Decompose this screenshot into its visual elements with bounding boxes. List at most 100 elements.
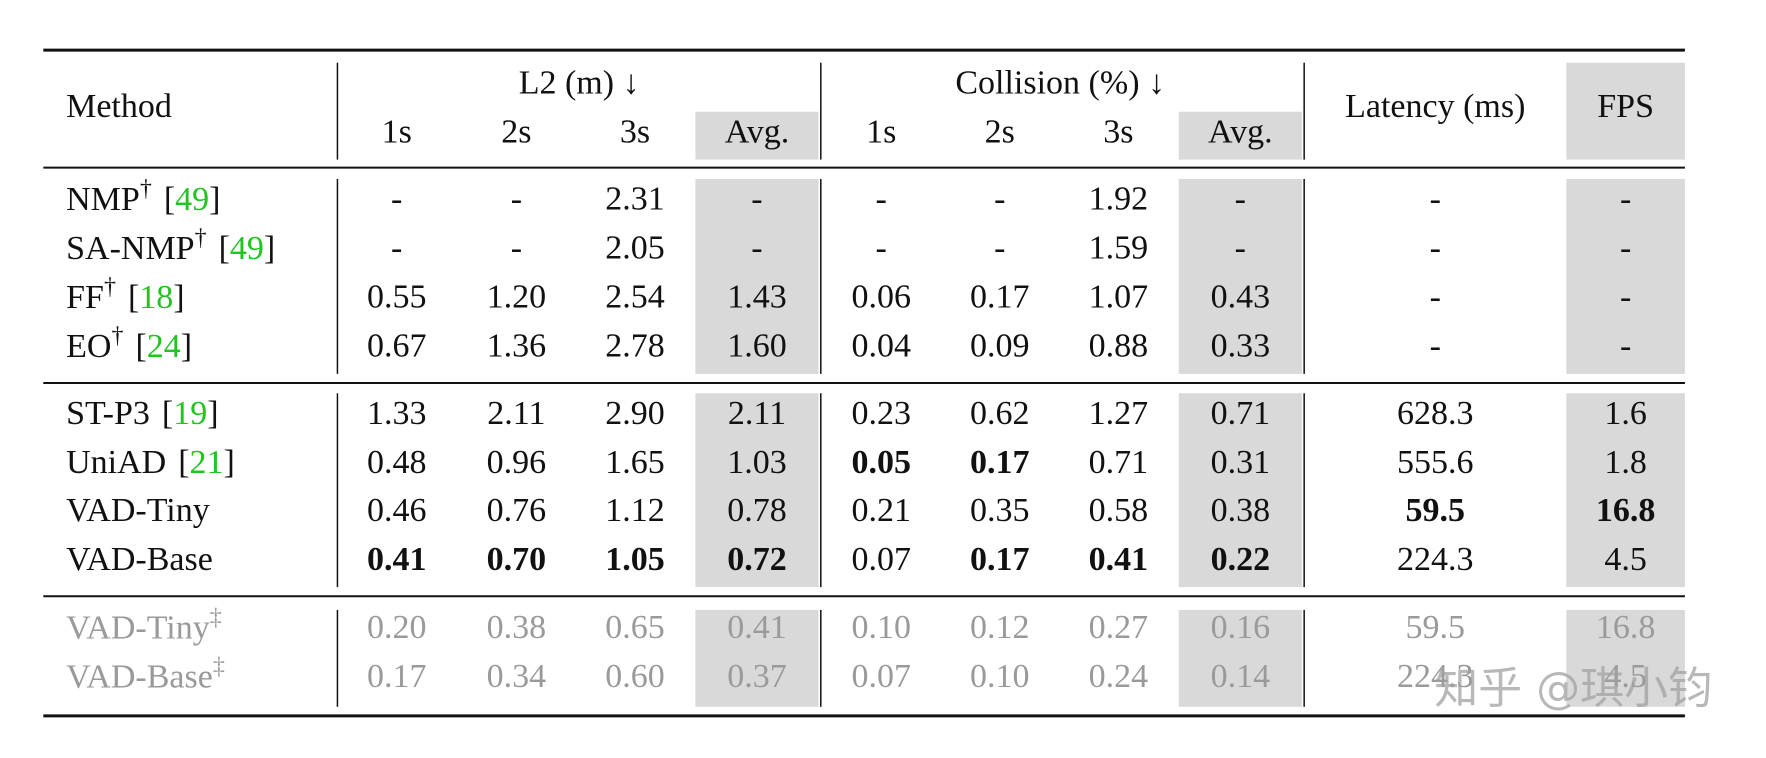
table-cell: 0.20	[367, 609, 427, 646]
table-cell: 0.17	[970, 279, 1030, 316]
table-cell: 0.43	[1211, 279, 1271, 316]
table-cell: 628.3	[1397, 395, 1474, 432]
table-cell: 0.65	[605, 609, 665, 646]
citation: 21	[190, 444, 224, 481]
table-cell: 555.6	[1397, 444, 1474, 481]
table-cell: 0.71	[1211, 395, 1271, 432]
table-cell: 2.54	[605, 279, 665, 316]
method-cell: FF† [18]	[66, 273, 184, 315]
citation: [	[178, 444, 189, 481]
table-cell: -	[1620, 181, 1631, 218]
table-cell: 16.8	[1596, 492, 1656, 529]
method-cell: EO† [24]	[66, 322, 192, 364]
table-cell: 1.92	[1089, 181, 1149, 218]
highlight-cell	[695, 609, 819, 707]
table-cell: 0.41	[727, 609, 787, 646]
table-cell: 1.60	[727, 328, 787, 365]
method-name: UniAD	[66, 444, 166, 481]
table-cell: 0.46	[367, 492, 427, 529]
highlight-cell	[695, 178, 819, 374]
header-cell: 3s	[620, 113, 650, 150]
table-cell: 0.17	[970, 444, 1030, 481]
highlight-cell	[1566, 62, 1685, 160]
citation: ]	[209, 181, 220, 218]
highlight-cell	[1178, 178, 1302, 374]
table-cell: 2.78	[605, 328, 665, 365]
table-cell: 2.11	[728, 395, 786, 432]
superscript: ‡	[213, 653, 225, 679]
table-cell: 4.5	[1604, 658, 1647, 695]
table-cell: -	[1430, 328, 1441, 365]
table-cell: 0.48	[367, 444, 427, 481]
table-cell: 0.23	[851, 395, 911, 432]
citation: [	[162, 395, 173, 432]
method-cell: SA-NMP† [49]	[66, 224, 275, 266]
method-name: ST-P3	[66, 395, 150, 432]
citation: [	[135, 328, 146, 365]
table-cell: 0.96	[487, 444, 547, 481]
highlight-cell	[1178, 111, 1302, 160]
table-cell: 0.38	[487, 609, 547, 646]
method-cell: VAD-Base	[66, 541, 213, 578]
table-cell: 59.5	[1406, 609, 1466, 646]
citation: 19	[173, 395, 207, 432]
citation: [	[128, 279, 139, 316]
table-cell: -	[1430, 279, 1441, 316]
highlight-cell	[1566, 609, 1685, 707]
table-cell: 0.41	[367, 541, 427, 578]
superscript: †	[104, 273, 116, 299]
table-cell: 2.05	[605, 230, 665, 267]
table-cell: 0.72	[727, 541, 787, 578]
table-cell: 0.05	[851, 444, 911, 481]
table-cell: -	[1430, 181, 1441, 218]
header-cell: 1s	[382, 113, 412, 150]
table-cell: 0.37	[727, 658, 787, 695]
table-cell: 2.90	[605, 395, 665, 432]
table-cell: 0.78	[727, 492, 787, 529]
table-cell: -	[1620, 279, 1631, 316]
table-cell: 16.8	[1596, 609, 1656, 646]
table-cell: 0.14	[1211, 658, 1271, 695]
table-cell: 1.6	[1604, 395, 1647, 432]
method-cell: VAD-Base‡	[66, 653, 225, 695]
method-name: VAD-Tiny	[66, 609, 210, 646]
table-cell: -	[1620, 230, 1631, 267]
table-cell: 0.70	[487, 541, 547, 578]
table-cell: 0.09	[970, 328, 1030, 365]
method-cell: ST-P3 [19]	[66, 395, 218, 432]
table-cell: 1.33	[367, 395, 427, 432]
header-cell: 1s	[866, 113, 896, 150]
table-cell: 0.33	[1211, 328, 1271, 365]
method-cell: NMP† [49]	[66, 175, 220, 217]
table-cell: -	[511, 181, 522, 218]
table-cell: 0.21	[851, 492, 911, 529]
table-cell: 1.20	[487, 279, 547, 316]
table-cell: -	[751, 230, 762, 267]
table-cell: 59.5	[1406, 492, 1466, 529]
table-section: NMP† [49] - -2.31- - -1.92- - -SA-NMP† [49] - -2.0…	[66, 175, 1631, 364]
table-cell: 1.12	[605, 492, 665, 529]
method-cell: UniAD [21]	[66, 444, 235, 481]
table-cell: 4.5	[1604, 541, 1647, 578]
table-cell: 0.27	[1089, 609, 1149, 646]
table-cell: 0.35	[970, 492, 1030, 529]
table-cell: 0.24	[1089, 658, 1149, 695]
table-cell: 0.06	[851, 279, 911, 316]
header-cell: Method	[66, 88, 172, 125]
citation: ]	[207, 395, 218, 432]
table-cell: -	[1235, 181, 1246, 218]
citation: [	[219, 230, 230, 267]
citation: ]	[264, 230, 275, 267]
highlight-cell	[1178, 609, 1302, 707]
table-cell: 0.88	[1089, 328, 1149, 365]
header-cell: FPS	[1597, 88, 1654, 125]
table-cell: 2.31	[605, 181, 665, 218]
header-group: Collision (%) ↓	[955, 64, 1165, 101]
table-cell: 1.27	[1089, 395, 1149, 432]
table-cell: 0.07	[851, 541, 911, 578]
table-cell: 0.41	[1089, 541, 1149, 578]
citation: ]	[224, 444, 235, 481]
header-group: L2 (m) ↓	[519, 64, 640, 101]
table-cell: 1.07	[1089, 279, 1149, 316]
